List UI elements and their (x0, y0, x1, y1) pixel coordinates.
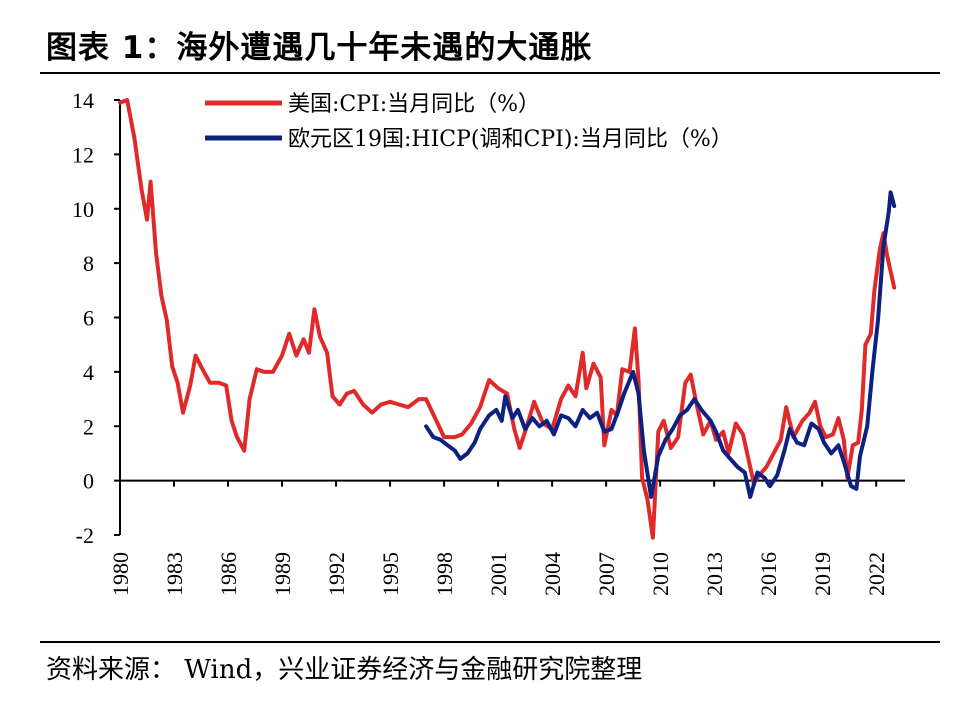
chart-axes: 14 12 10 8 6 4 2 0 -2 1980 1983 1986 1989 1992 1995 199… (72, 88, 905, 596)
y-tick-label: 6 (83, 306, 94, 331)
x-tick-label: 2016 (756, 552, 781, 596)
legend-label-1: 美国:CPI:当月同比（%） (288, 92, 540, 117)
x-tick-label: 2010 (648, 552, 673, 596)
x-tick-label: 2007 (594, 552, 619, 596)
x-tick-label: 2022 (864, 552, 889, 596)
x-tick-label: 1998 (432, 552, 457, 596)
x-tick-label: 1980 (108, 552, 133, 596)
source-divider (40, 641, 940, 643)
y-tick-label: 14 (72, 88, 94, 113)
x-tick-label: 1986 (216, 552, 241, 596)
x-tick-label: 1992 (324, 552, 349, 596)
source-note: 资料来源： Wind，兴业证券经济与金融研究院整理 (46, 655, 643, 685)
y-tick-label: 0 (83, 469, 94, 494)
page-title: 图表 1：海外遭遇几十年未遇的大通胀 (46, 30, 593, 66)
chart-legend: 美国:CPI:当月同比（%） 欧元区19国:HICP(调和CPI):当月同比（%） (205, 92, 733, 152)
x-tick-label: 1989 (270, 552, 295, 596)
y-tick-label: 8 (83, 251, 94, 276)
y-tick-label: 2 (83, 414, 94, 439)
title-divider (40, 72, 940, 74)
x-tick-label: 1995 (378, 552, 403, 596)
cpi-line-chart: 14 12 10 8 6 4 2 0 -2 1980 1983 1986 1989 1992 1995 199… (72, 88, 905, 596)
y-tick-label: 10 (72, 197, 94, 222)
x-tick-label: 2013 (702, 552, 727, 596)
y-tick-label: -2 (76, 523, 94, 548)
y-tick-label: 12 (72, 142, 94, 167)
y-tick-label: 4 (83, 360, 94, 385)
x-tick-label: 2004 (540, 552, 565, 596)
series-line-2 (424, 190, 897, 499)
x-tick-label: 2019 (810, 552, 835, 596)
x-tick-label: 1983 (162, 552, 187, 596)
chart-series (118, 98, 897, 540)
legend-label-2: 欧元区19国:HICP(调和CPI):当月同比（%） (288, 127, 733, 152)
x-tick-label: 2001 (486, 552, 511, 596)
